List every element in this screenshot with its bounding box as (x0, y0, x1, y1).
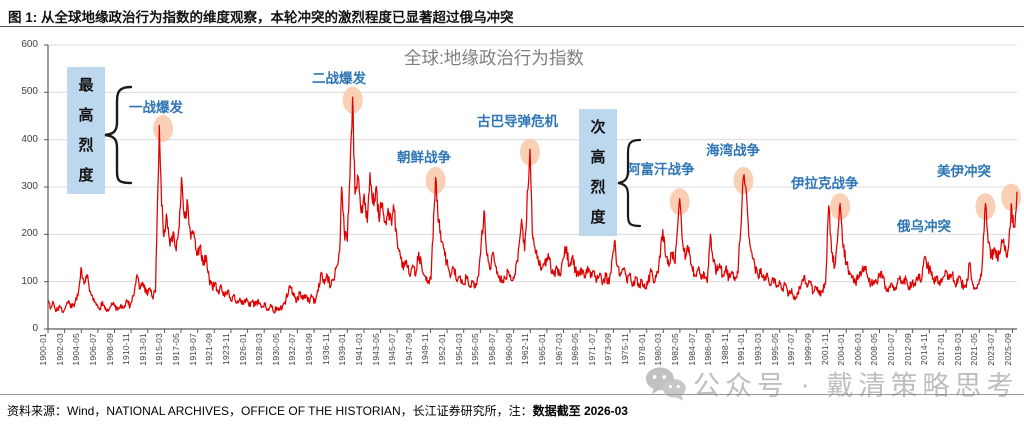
wechat-icon (645, 366, 686, 401)
event-annotation-label: 俄乌冲突 (897, 219, 951, 234)
y-axis-label: 600 (21, 39, 38, 50)
watermark-text: 公众号 · 戴清策略思考 (693, 371, 1019, 401)
x-axis-label: 2008-05 (869, 333, 880, 366)
source-note: 资料来源：Wind，NATIONAL ARCHIVES，OFFICE OF TH… (7, 402, 628, 419)
x-axis-label: 1917-05 (171, 333, 182, 366)
x-axis-label: 1986-09 (703, 333, 714, 366)
x-axis-label: 1930-05 (270, 333, 281, 366)
x-axis-label: 1997-07 (786, 333, 797, 366)
x-axis-label: 1915-03 (154, 333, 165, 366)
x-axis-label: 1947-09 (403, 333, 414, 366)
x-axis-label: 1975-11 (620, 333, 631, 365)
event-annotation-label: 海湾战争 (706, 143, 760, 158)
x-axis-label: 1984-07 (686, 333, 697, 366)
event-annotation-label: 古巴导弹危机 (477, 114, 558, 129)
figure-title: 图 1: 从全球地缘政治行为指数的维度观察，本轮冲突的激烈程度已显著超过俄乌冲突 (8, 10, 514, 25)
x-axis-label: 1900-01 (38, 333, 48, 366)
x-axis-label: 1939-01 (337, 333, 348, 366)
x-axis-label: 1921-09 (204, 333, 215, 366)
y-axis-label: 500 (21, 86, 38, 98)
x-axis-label: 1999-09 (802, 333, 813, 366)
event-annotation-label: 二战爆发 (312, 71, 366, 86)
x-axis-label: 1919-07 (187, 333, 198, 366)
x-axis-label: 1936-11 (320, 333, 331, 365)
event-annotation-label: 一战爆发 (129, 100, 183, 115)
source-text: 资料来源：Wind，NATIONAL ARCHIVES，OFFICE OF TH… (7, 404, 533, 418)
x-axis-label: 1969-05 (570, 333, 581, 366)
y-axis-label: 300 (21, 181, 38, 192)
line-chart (43, 44, 1022, 337)
x-axis-label: 1995-05 (769, 333, 780, 366)
x-axis-label: 1980-03 (653, 333, 664, 366)
x-axis-label: 1949-11 (420, 333, 431, 365)
x-axis-label: 1913-01 (137, 333, 148, 366)
x-axis-label: 1908-09 (104, 333, 115, 366)
x-axis-label: 2006-03 (852, 333, 863, 366)
x-axis-label: 1991-01 (736, 333, 747, 366)
x-axis-label: 1978-01 (636, 333, 647, 366)
x-axis-label: 1973-09 (603, 333, 614, 366)
data-cutoff-note: 数据截至 2026-03 (532, 404, 628, 418)
watermark: 公众号 · 戴清策略思考 (645, 364, 1019, 403)
x-axis-label: 2014-11 (919, 333, 930, 365)
curly-brace-icon (104, 85, 133, 185)
peak-highlight-ellipse (153, 115, 174, 142)
x-axis-label: 2001-11 (819, 333, 830, 365)
x-axis-label: 2021-05 (969, 333, 980, 366)
x-axis-label: 1943-05 (370, 333, 381, 366)
x-axis-label: 1965-01 (536, 333, 547, 366)
intensity-box-second-label: 次高烈度 (590, 118, 606, 226)
x-axis-label: 1928-03 (254, 333, 265, 366)
curly-brace-icon (617, 138, 642, 228)
intensity-box-highest: 最高烈度 (67, 67, 105, 194)
event-annotation-label: 美伊冲突 (937, 164, 991, 179)
x-axis-label: 1988-11 (719, 333, 730, 365)
x-axis-label: 2004-01 (836, 333, 847, 366)
y-axis-label: 200 (21, 228, 38, 240)
y-axis-label: 400 (21, 133, 38, 145)
y-axis-label: 0 (32, 323, 38, 334)
x-axis-label: 2010-07 (886, 333, 897, 366)
index-line (47, 96, 1018, 314)
x-axis-label: 1902-03 (54, 333, 65, 366)
x-axis-label: 1956-05 (470, 333, 481, 366)
header-divider (0, 26, 1024, 27)
x-axis-label: 1926-01 (237, 333, 248, 366)
x-axis-label: 1971-07 (586, 333, 597, 366)
event-annotation-label: 伊拉克战争 (791, 176, 859, 191)
x-axis-label: 1993-03 (753, 333, 764, 366)
x-axis-label: 1934-09 (304, 333, 315, 366)
x-axis-label: 1910-11 (121, 333, 132, 365)
x-axis-label: 1932-07 (287, 333, 298, 366)
x-axis-label: 1952-01 (437, 333, 448, 366)
event-annotation-label: 阿富汗战争 (627, 162, 695, 177)
x-axis-label: 1982-05 (669, 333, 680, 366)
intensity-box-second: 次高烈度 (579, 109, 617, 236)
x-axis-label: 2019-03 (952, 333, 963, 366)
x-axis-label: 1923-11 (220, 333, 231, 365)
x-axis-label: 2012-09 (902, 333, 913, 366)
event-annotation-label: 朝鲜战争 (397, 150, 451, 165)
chart-title: 全球:地缘政治行为指数 (404, 48, 584, 68)
x-axis-label: 1906-07 (87, 333, 98, 366)
footer-divider (0, 394, 1024, 395)
x-axis-label: 1967-03 (553, 333, 564, 366)
x-axis-label: 2017-01 (936, 333, 946, 366)
x-axis-label: 1941-03 (353, 333, 364, 366)
x-axis-label: 1954-03 (453, 333, 464, 366)
x-axis-label: 1945-07 (387, 333, 398, 366)
x-axis-label: 1958-07 (487, 333, 497, 366)
x-axis-label: 1904-05 (71, 333, 82, 366)
x-axis-label: 2025-09 (1002, 333, 1013, 366)
x-axis-label: 2023-07 (985, 333, 996, 366)
x-axis-label: 1960-09 (503, 333, 514, 366)
intensity-box-highest-label: 最高烈度 (78, 76, 94, 184)
x-axis-label: 1962-11 (520, 333, 531, 365)
y-axis-label: 100 (21, 275, 38, 287)
